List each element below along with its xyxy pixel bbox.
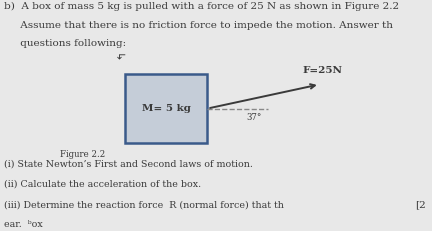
Text: M= 5 kg: M= 5 kg — [142, 104, 191, 113]
Text: [2: [2 — [415, 200, 426, 209]
Text: b)  A box of mass 5 kg is pulled with a force of 25 N as shown in Figure 2.2: b) A box of mass 5 kg is pulled with a f… — [4, 2, 400, 12]
Bar — [125, 74, 207, 143]
Text: (iii) Determine the reaction force  R (normal force) that th: (iii) Determine the reaction force R (no… — [4, 200, 284, 209]
Text: Figure 2.2: Figure 2.2 — [60, 150, 106, 159]
Text: ear.  ᵇox: ear. ᵇox — [4, 220, 43, 229]
Text: F=25N: F=25N — [302, 66, 343, 75]
Text: questions following:: questions following: — [4, 39, 127, 48]
Text: 37°: 37° — [246, 113, 262, 122]
Text: ↳: ↳ — [111, 53, 122, 62]
Text: Assume that there is no friction force to impede the motion. Answer th: Assume that there is no friction force t… — [4, 21, 393, 30]
Text: (i) State Newton’s First and Second laws of motion.: (i) State Newton’s First and Second laws… — [4, 159, 253, 168]
Text: (ii) Calculate the acceleration of the box.: (ii) Calculate the acceleration of the b… — [4, 180, 201, 189]
